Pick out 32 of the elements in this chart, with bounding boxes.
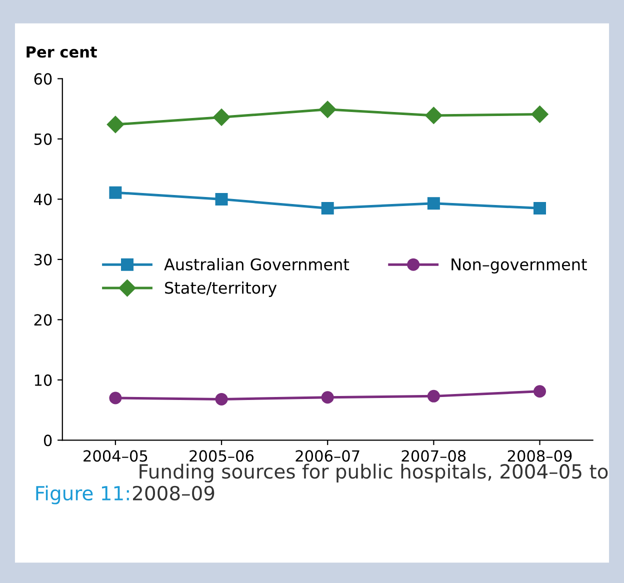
text: Figure 11: Funding sources for public hospitals, 2004–05 to 2008–09: [36, 464, 608, 504]
point: [321, 391, 334, 404]
legend-label: Australian Government: [164, 258, 350, 270]
y-tick-label: 30: [34, 254, 52, 266]
point: [534, 202, 546, 214]
point: [215, 392, 228, 406]
y-tick-label: 10: [34, 374, 52, 386]
x-tick-label: 2004–05: [84, 450, 148, 462]
point: [427, 197, 440, 210]
x-tick-label: 2008–09: [508, 450, 572, 462]
legend-label: State/territory: [165, 282, 277, 297]
x-tick-label: 2007–08: [402, 450, 466, 462]
point: [321, 202, 334, 214]
y-tick-label: 0: [44, 434, 52, 446]
y-tick-label: 40: [34, 194, 52, 206]
point: [106, 116, 124, 134]
point: [212, 108, 230, 126]
x-tick-label: 2006–07: [296, 450, 360, 462]
point: [319, 100, 336, 118]
point: [215, 192, 228, 206]
x-tick-label: 2005–06: [190, 450, 254, 462]
point: [109, 186, 122, 199]
y-axis-title: Per cent: [26, 46, 97, 58]
point: [109, 392, 122, 404]
legend-label: Non–government: [452, 258, 587, 274]
point: [534, 385, 546, 398]
point: [425, 106, 442, 124]
point: [427, 390, 440, 402]
y-tick-label: 60: [34, 73, 52, 85]
y-tick-label: 50: [34, 133, 52, 145]
y-tick-label: 20: [34, 314, 52, 326]
point: [531, 106, 548, 123]
